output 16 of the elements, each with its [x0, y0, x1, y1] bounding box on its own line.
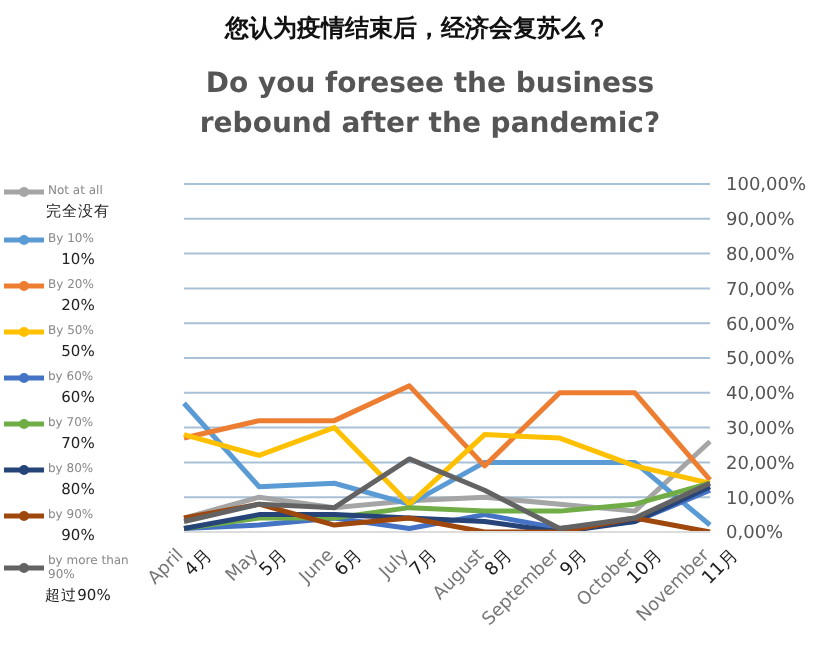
y-tick-label: 60,00%	[726, 315, 796, 336]
y-tick-label: 10,00%	[726, 489, 796, 510]
y-tick-label: 90,00%	[726, 211, 796, 232]
chart-title: 您认为疫情结束后，经济会复苏么？	[222, 12, 611, 46]
y-tick-label: 50,00%	[726, 350, 796, 371]
y-tick-label: 30,00%	[726, 419, 796, 440]
line-series	[181, 383, 713, 483]
y-tick-label: 40,00%	[726, 385, 796, 406]
line-series	[181, 456, 713, 532]
line-series	[181, 425, 713, 507]
y-tick-label: 80,00%	[726, 245, 796, 266]
y-tick-label: 70,00%	[726, 280, 796, 301]
chart-subtitle: Do you foresee the business rebound after the pandemic?	[197, 66, 663, 144]
y-tick-label: 0,00%	[726, 524, 785, 545]
y-tick-label: 20,00%	[726, 454, 796, 475]
y-tick-label: 100,00%	[726, 176, 807, 197]
